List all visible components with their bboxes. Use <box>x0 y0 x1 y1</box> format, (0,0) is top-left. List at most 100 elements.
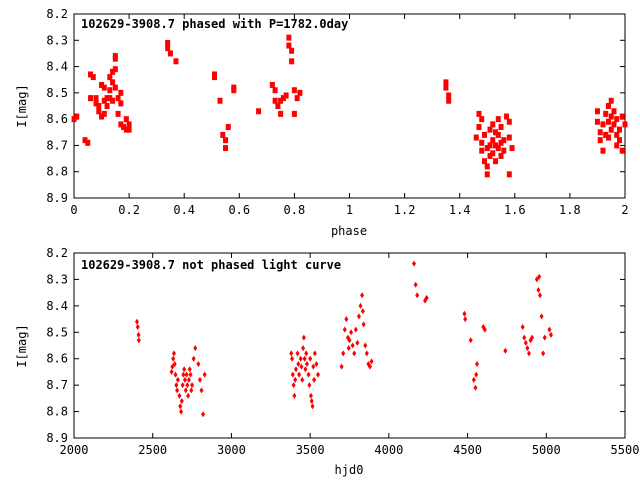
unphased-data-point <box>301 345 306 352</box>
unphased-data-point <box>173 371 178 378</box>
unphased-data-point <box>179 408 184 415</box>
phased-data-point <box>280 95 286 102</box>
phased-data-point <box>622 121 628 128</box>
unphased-data-point <box>299 363 304 370</box>
phased-data-point <box>88 71 94 78</box>
unphased-data-point <box>520 324 525 330</box>
phased-x-tick-label: 0.8 <box>284 203 306 217</box>
unphased-data-point <box>523 339 528 346</box>
unphased-data-point <box>536 287 541 293</box>
unphased-data-point <box>298 355 303 362</box>
unphased-data-point <box>182 366 187 373</box>
phased-data-point <box>594 108 600 115</box>
phased-data-point <box>493 142 499 149</box>
phased-data-point <box>74 113 80 120</box>
unphased-data-point <box>358 302 363 309</box>
unphased-data-point <box>468 337 473 344</box>
unphased-data-point <box>364 350 369 357</box>
phased-data-point <box>443 79 449 86</box>
unphased-data-point <box>369 358 374 365</box>
phased-data-point <box>126 121 132 128</box>
phased-data-point <box>220 131 226 138</box>
unphased-data-point <box>312 350 317 357</box>
phased-data-point <box>487 152 493 159</box>
phased-data-point <box>112 55 118 62</box>
phased-data-point <box>506 134 512 141</box>
unphased-data-point <box>185 382 190 389</box>
phased-data-point <box>493 158 499 165</box>
phased-data-point <box>231 87 237 94</box>
phased-data-point <box>608 97 614 104</box>
phased-y-tick-label: 8.3 <box>46 33 68 47</box>
phased-data-point <box>294 95 300 102</box>
unphased-data-point <box>473 384 478 391</box>
unphased-data-point <box>316 371 321 378</box>
phased-x-tick-label: 1.8 <box>559 203 581 217</box>
unphased-data-point <box>361 321 366 328</box>
unphased-data-point <box>350 342 355 349</box>
unphased-data-point <box>293 366 298 373</box>
phased-data-point <box>223 137 229 144</box>
phased-data-point <box>165 39 171 46</box>
unphased-data-point <box>290 371 295 378</box>
phased-x-tick-label: 0 <box>70 203 77 217</box>
unphased-data-point <box>306 371 311 378</box>
unphased-data-point <box>182 376 187 383</box>
unphased-data-point <box>189 387 194 394</box>
phased-data-point <box>110 79 116 86</box>
phased-y-tick-label: 8.5 <box>46 86 68 100</box>
phased-data-point <box>110 68 116 75</box>
phased-x-tick-label: 0.6 <box>228 203 250 217</box>
phased-y-tick-label: 8.2 <box>46 7 68 21</box>
unphased-data-point <box>300 376 305 383</box>
unphased-data-point <box>184 371 189 378</box>
unphased-data-point <box>471 376 476 383</box>
phased-data-point <box>278 110 284 117</box>
phased-y-tick-label: 8.4 <box>46 60 68 74</box>
unphased-data-point <box>196 361 201 367</box>
phased-data-point <box>501 137 507 144</box>
phased-data-point <box>506 118 512 125</box>
phased-data-point <box>272 87 278 94</box>
unphased-x-tick-label: 3000 <box>217 443 246 457</box>
unphased-data-point <box>187 366 192 373</box>
phased-data-point <box>297 89 303 96</box>
phased-data-point <box>173 58 179 65</box>
unphased-data-point <box>202 371 207 378</box>
phased-data-point <box>115 110 121 117</box>
phased-data-point <box>167 50 173 57</box>
unphased-x-tick-label: 4000 <box>374 443 403 457</box>
unphased-data-point <box>181 371 186 378</box>
unphased-data-point <box>197 376 202 383</box>
phased-data-point <box>484 145 490 152</box>
unphased-data-point <box>525 345 530 352</box>
phased-data-point <box>476 124 482 131</box>
unphased-data-point <box>190 382 195 389</box>
phased-data-point <box>121 124 127 131</box>
phased-data-point <box>498 124 504 131</box>
phased-data-point <box>115 95 121 102</box>
phased-data-point <box>71 116 77 123</box>
unphased-data-point <box>188 371 193 378</box>
phased-x-tick-label: 1.6 <box>504 203 526 217</box>
phased-data-point <box>605 134 611 141</box>
unphased-data-point <box>175 387 180 394</box>
unphased-data-point <box>346 345 351 352</box>
unphased-data-point <box>549 331 554 338</box>
unphased-data-point <box>136 331 141 338</box>
phased-data-point <box>88 95 94 102</box>
unphased-data-point <box>314 361 319 367</box>
unphased-y-tick-label: 8.8 <box>46 405 68 419</box>
unphased-data-point <box>296 361 301 367</box>
phased-data-point <box>217 97 223 104</box>
phased-data-point <box>275 103 281 109</box>
unphased-data-point <box>341 350 346 357</box>
phased-data-point <box>93 95 99 102</box>
unphased-chart-title: 102629-3908.7 not phased light curve <box>81 258 341 272</box>
phased-x-tick-label: 2 <box>621 203 628 217</box>
unphased-data-point <box>135 324 140 330</box>
unphased-data-point <box>412 260 417 267</box>
phased-data-point <box>605 103 611 109</box>
phased-chart: phase I[mag] 0 0.2 0.4 0.6 0.8 1 1.2 1.4 1.6 1.8 2… <box>15 7 629 238</box>
phased-data-point <box>614 116 620 123</box>
